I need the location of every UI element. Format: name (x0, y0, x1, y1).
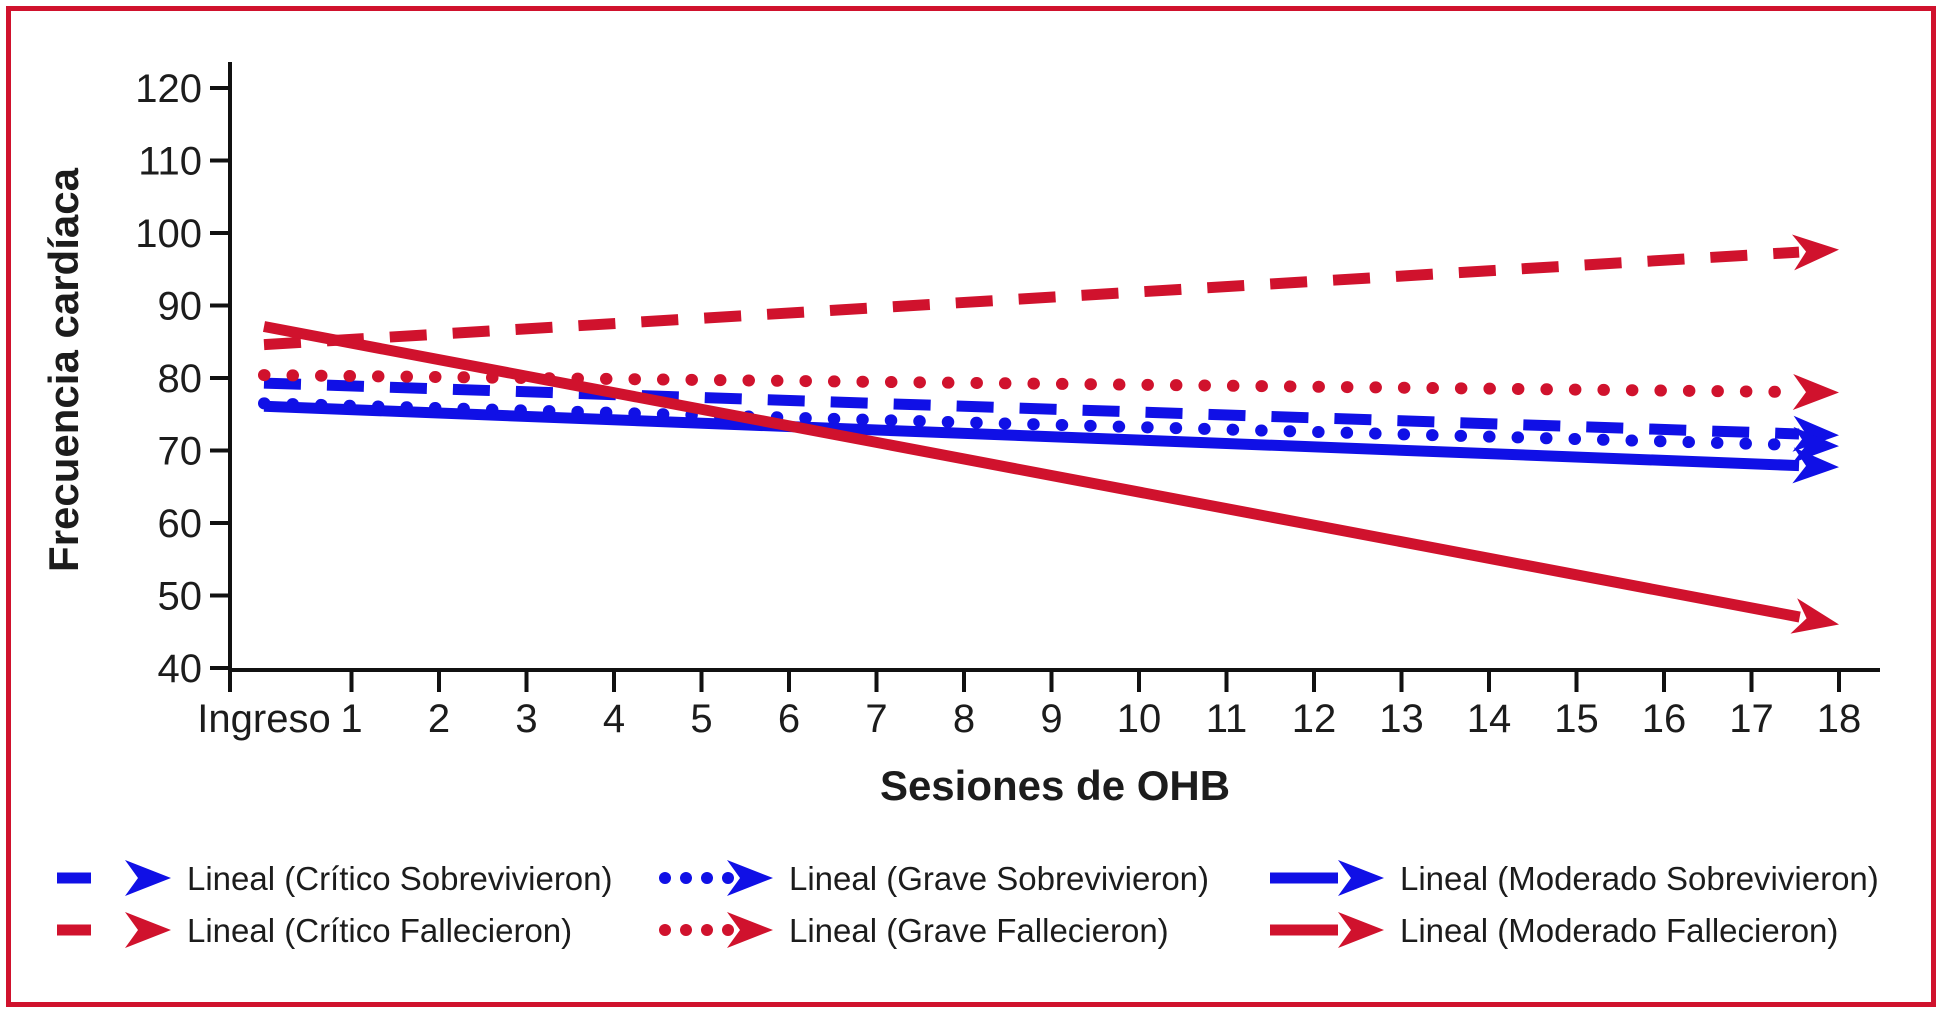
x-tick-label: 10 (1117, 697, 1162, 741)
legend-label: Lineal (Grave Fallecieron) (789, 911, 1169, 949)
legend-arrowhead (125, 912, 171, 948)
legend-arrowhead (125, 860, 171, 896)
legend-label: Lineal (Moderado Fallecieron) (1400, 911, 1839, 949)
x-tick-label: 2 (428, 697, 450, 741)
legend-marker-dashed-arrow-icon (57, 912, 171, 948)
arrowhead-grave-sobrevivieron (1792, 426, 1839, 463)
trendline-critico-sobrevivieron (263, 377, 1800, 440)
legend-dot (659, 872, 671, 884)
trendline-grave-fallecieron (258, 369, 1806, 399)
legend-item-moderado-fallecieron: Lineal (Moderado Fallecieron) (1268, 906, 1838, 954)
legend-marker-dotted-arrow-icon (659, 912, 773, 948)
legend-dot (722, 924, 734, 936)
legend-dot (680, 872, 692, 884)
legend-dash (57, 924, 91, 936)
x-tick-label: 6 (778, 697, 800, 741)
legend-label: Lineal (Crítico Fallecieron) (187, 911, 573, 949)
legend-arrowhead (1338, 860, 1384, 896)
x-tick-label: 8 (953, 697, 975, 741)
x-tick-label: 15 (1554, 697, 1599, 741)
legend-dot (701, 924, 713, 936)
x-tick-label: 1 (340, 697, 362, 741)
legend-item-critico-fallecieron: Lineal (Crítico Fallecieron) (55, 906, 572, 954)
arrowhead-moderado-fallecieron (1790, 598, 1839, 634)
legend-dot (680, 924, 692, 936)
legend-label: Lineal (Moderado Sobrevivieron) (1400, 859, 1879, 897)
legend-dot (722, 872, 734, 884)
y-tick-label: 60 (158, 502, 203, 546)
legend-label: Lineal (Crítico Sobrevivieron) (187, 859, 613, 897)
x-tick-label: 3 (515, 697, 537, 741)
x-tick-label: 4 (603, 697, 625, 741)
y-tick-label: 80 (158, 357, 203, 401)
x-tick-label: 18 (1817, 697, 1862, 741)
legend-marker-dashed-arrow-icon (57, 860, 171, 896)
arrowhead-grave-fallecieron (1792, 373, 1839, 410)
x-tick-label: 13 (1379, 697, 1424, 741)
legend-dash (57, 872, 91, 884)
series-layer (258, 234, 1839, 634)
x-tick-label: 9 (1040, 697, 1062, 741)
legend-line (1270, 924, 1338, 936)
x-tick-label: 11 (1206, 697, 1248, 741)
x-tick-label: 16 (1642, 697, 1687, 741)
legend-arrowhead (727, 912, 773, 948)
y-tick-label: 100 (135, 212, 202, 256)
x-tick-label: 17 (1729, 697, 1774, 741)
legend-arrowhead (727, 860, 773, 896)
legend-item-grave-fallecieron: Lineal (Grave Fallecieron) (657, 906, 1169, 954)
trendline-grave-sobrevivieron (258, 397, 1806, 452)
y-axis-title: Frecuencia cardíaca (40, 167, 87, 572)
legend-item-critico-sobrevivieron: Lineal (Crítico Sobrevivieron) (55, 854, 613, 902)
y-tick-label: 40 (158, 647, 203, 691)
legend-label: Lineal (Grave Sobrevivieron) (789, 859, 1210, 897)
x-tick-label: 12 (1292, 697, 1337, 741)
trendline-moderado-fallecieron (262, 321, 1801, 623)
legend-dot (701, 872, 713, 884)
x-tick-label: 7 (865, 697, 887, 741)
legend-item-grave-sobrevivieron: Lineal (Grave Sobrevivieron) (657, 854, 1209, 902)
trendline-critico-fallecieron (263, 246, 1800, 351)
x-axis-title: Sesiones de OHB (880, 762, 1230, 809)
y-tick-label: 120 (135, 67, 202, 111)
legend-item-moderado-sobrevivieron: Lineal (Moderado Sobrevivieron) (1268, 854, 1879, 902)
legend-arrowhead (1338, 912, 1384, 948)
legend-line (1270, 872, 1338, 884)
y-tick-label: 50 (158, 575, 203, 619)
legend-marker-dotted-arrow-icon (659, 860, 773, 896)
arrowhead-critico-sobrevivieron (1792, 415, 1839, 452)
legend-marker-solid-arrow-icon (1270, 860, 1384, 896)
arrowhead-critico-fallecieron (1792, 234, 1839, 271)
x-tick-label: 14 (1467, 697, 1512, 741)
y-tick-label: 90 (158, 285, 203, 329)
legend-marker-solid-arrow-icon (1270, 912, 1384, 948)
y-tick-label: 70 (158, 430, 203, 474)
x-tick-label: 5 (690, 697, 712, 741)
x-tick-label: Ingreso (197, 697, 330, 741)
y-tick-label: 110 (138, 140, 202, 184)
legend-dot (659, 924, 671, 936)
